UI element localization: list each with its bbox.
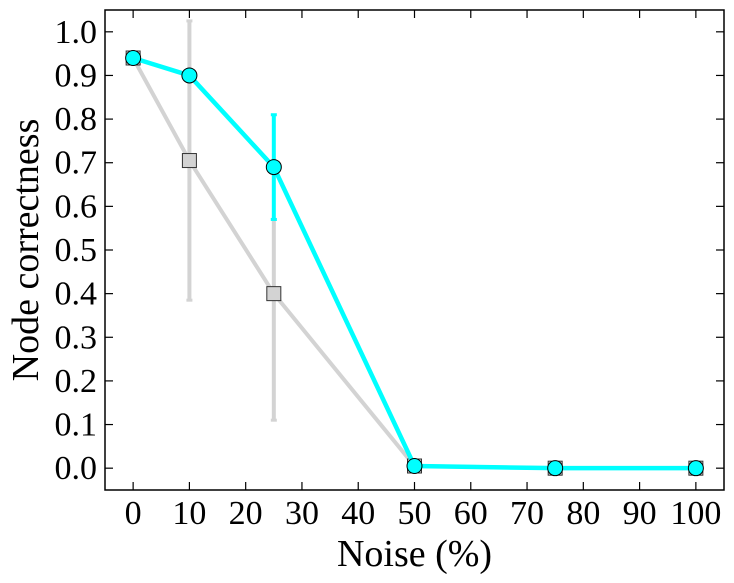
x-axis-title: Noise (%)	[337, 533, 492, 575]
x-tick-label: 70	[510, 495, 544, 532]
x-tick-label: 30	[285, 495, 319, 532]
series-line	[131, 57, 696, 471]
y-tick-label: 0.9	[55, 57, 98, 94]
series-0	[125, 19, 704, 476]
x-tick-label: 90	[623, 495, 657, 532]
ticks-layer: 0 10 20 30 40 50 60 70 80 90 100 0.0 0.1 0.2 0.3 0.4 0.5…	[55, 10, 724, 532]
data-point-circle	[687, 460, 704, 477]
y-tick-label: 1.0	[55, 14, 98, 51]
data-point-circle	[125, 50, 142, 66]
y-axis-title: Node correctness	[5, 119, 47, 382]
y-tick-label: 0.8	[55, 101, 98, 138]
x-tick-label: 50	[398, 495, 432, 532]
x-tick-label: 60	[454, 495, 488, 532]
y-tick-label: 0.3	[55, 319, 98, 356]
data-point-square	[181, 153, 197, 169]
y-tick-label: 0.0	[55, 450, 98, 487]
series-line	[132, 55, 696, 471]
data-point-circle	[181, 67, 198, 84]
y-tick-label: 0.7	[55, 145, 98, 182]
x-tick-label: 0	[125, 495, 142, 532]
y-tick-label: 0.2	[55, 363, 98, 400]
y-tick-label: 0.5	[55, 232, 98, 269]
data-point-square	[266, 286, 282, 302]
data-point-circle	[406, 458, 423, 474]
y-tick-label: 0.6	[55, 188, 98, 225]
series-layer	[125, 19, 704, 477]
y-tick-label: 0.4	[55, 276, 98, 313]
x-tick-label: 80	[566, 495, 600, 532]
series-1	[125, 50, 704, 477]
data-point-circle	[547, 460, 564, 477]
data-point-circle	[265, 159, 282, 176]
x-tick-label: 100	[670, 495, 721, 532]
x-tick-label: 10	[172, 495, 206, 532]
x-tick-label: 40	[341, 495, 375, 532]
x-tick-label: 20	[229, 495, 263, 532]
y-tick-label: 0.1	[55, 407, 98, 444]
